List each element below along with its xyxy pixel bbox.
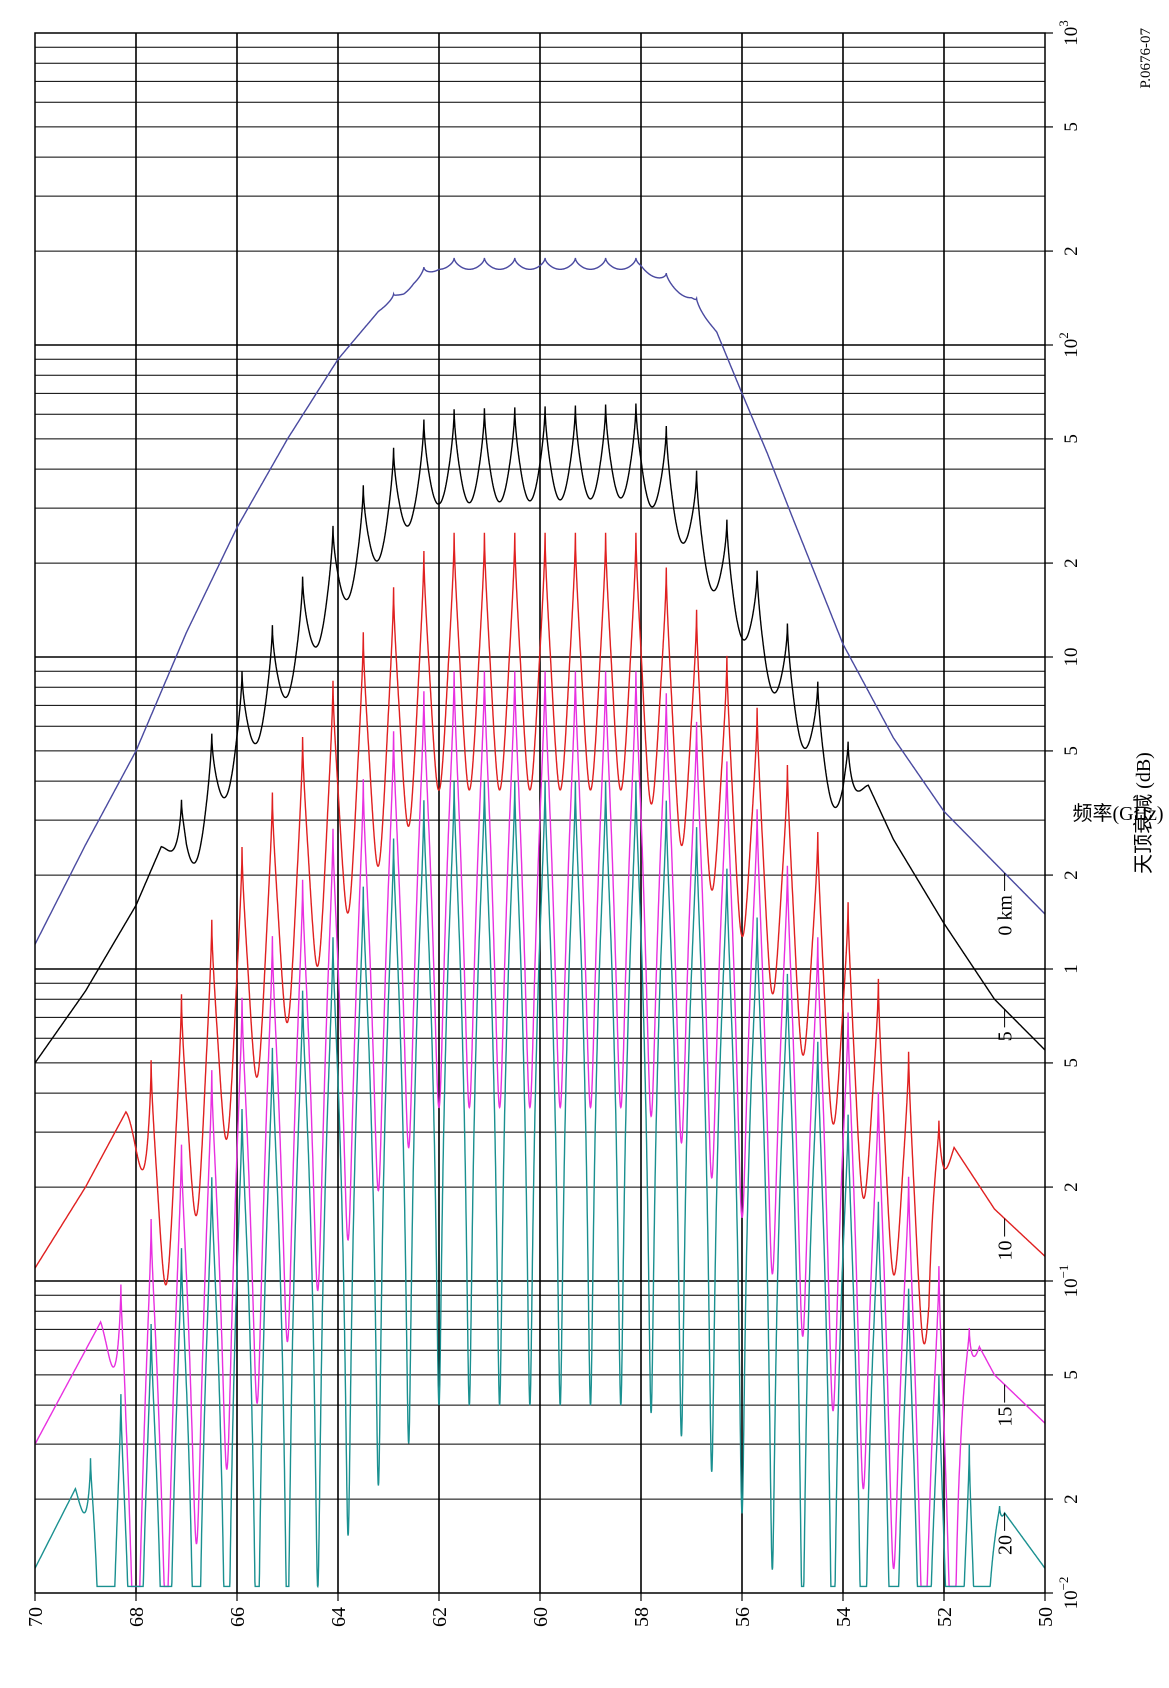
y-tick-label: 10 <box>1061 648 1082 667</box>
y-tick-label: 102 <box>1056 332 1082 358</box>
series-line <box>34 781 1046 1589</box>
y-tick-label-exponent: −1 <box>1056 1265 1071 1279</box>
x-tick-label: 52 <box>934 1607 956 1627</box>
y-tick-label: 2 <box>1061 246 1082 256</box>
x-tick-label: 62 <box>429 1607 451 1627</box>
x-axis-title: 频率(GHz) <box>1072 802 1163 825</box>
series-label: 10 <box>995 1241 1017 1261</box>
series-labels: 0 km 5 10 15 20 <box>995 872 1017 1555</box>
y-tick-label-exponent: 3 <box>1056 20 1071 27</box>
y-tick-label: 5 <box>1061 434 1082 444</box>
series-label: 5 <box>995 1031 1017 1041</box>
y-axis-title: 天顶衰减 (dB) <box>1132 752 1155 874</box>
x-tick-label: 50 <box>1035 1607 1057 1627</box>
x-tick-label: 68 <box>126 1607 148 1627</box>
y-tick-label: 2 <box>1061 870 1082 880</box>
series-group <box>34 257 1046 1589</box>
y-tick-label-exponent: −2 <box>1056 1577 1071 1591</box>
y-tick-label: 5 <box>1061 122 1082 132</box>
series-line <box>34 532 1046 1345</box>
y-tick-label: 2 <box>1061 1182 1082 1192</box>
y-tick-label: 103 <box>1056 20 1082 46</box>
x-tick-label: 60 <box>530 1607 552 1627</box>
y-tick-label: 5 <box>1061 1370 1082 1380</box>
x-tick-label: 56 <box>732 1607 754 1627</box>
x-tick-label: 64 <box>328 1607 350 1627</box>
y-tick-label: 2 <box>1061 558 1082 568</box>
series-label: 15 <box>995 1407 1017 1427</box>
y-tick-label: 10−1 <box>1056 1265 1082 1298</box>
y-tick-label: 5 <box>1061 1058 1082 1068</box>
y-tick-label: 5 <box>1061 746 1082 756</box>
series-label: 0 km <box>995 895 1017 936</box>
series-line <box>34 671 1046 1588</box>
y-tick-label-exponent: 2 <box>1056 332 1071 339</box>
series-line <box>34 403 1046 1064</box>
figure-id: P.0676-07 <box>1138 28 1154 89</box>
y-tick-label: 1 <box>1061 964 1082 974</box>
y-tick-label: 10−2 <box>1056 1577 1082 1610</box>
y-tick-label: 2 <box>1061 1494 1082 1504</box>
x-tick-label: 66 <box>227 1607 249 1627</box>
x-tick-label: 70 <box>25 1607 47 1627</box>
series-line <box>34 257 1046 945</box>
series-label: 20 <box>995 1535 1017 1555</box>
x-tick-label: 58 <box>631 1607 653 1627</box>
x-tick-label: 54 <box>833 1607 855 1627</box>
